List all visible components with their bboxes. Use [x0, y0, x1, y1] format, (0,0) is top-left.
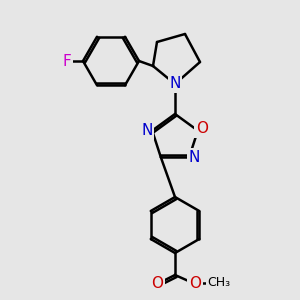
Text: CH₃: CH₃	[207, 277, 231, 290]
Text: F: F	[63, 53, 71, 68]
Text: O: O	[196, 121, 208, 136]
Text: N: N	[188, 150, 200, 165]
Text: O: O	[151, 275, 163, 290]
Text: O: O	[189, 275, 201, 290]
Text: N: N	[142, 123, 153, 138]
Text: N: N	[169, 76, 181, 92]
